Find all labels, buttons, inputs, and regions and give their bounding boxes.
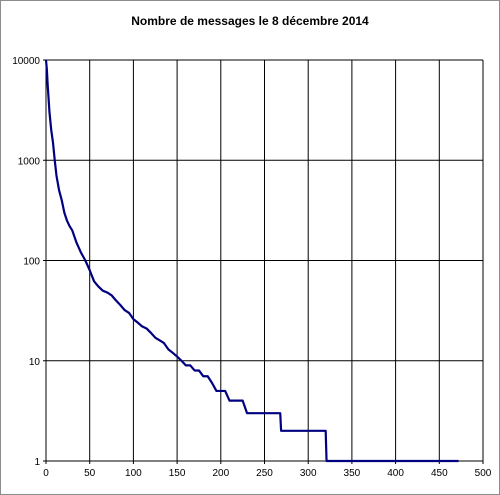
- x-tick-label: 0: [43, 468, 49, 479]
- x-tick-label: 50: [84, 468, 96, 479]
- y-tick-label: 100: [23, 257, 40, 268]
- y-tick-label: 10000: [12, 56, 40, 67]
- x-tick-label: 100: [125, 468, 142, 479]
- x-axis-ticks: 0 50 100 150 200 250 300 350 400 450 500: [43, 468, 492, 479]
- y-tick-label: 1000: [18, 156, 41, 167]
- y-axis-ticks: 1 10 100 1000 10000: [12, 56, 40, 468]
- x-tick-label: 500: [475, 468, 492, 479]
- series-line: [44, 59, 459, 463]
- y-tick-label: 10: [29, 357, 41, 368]
- chart-title: Nombre de messages le 8 décembre 2014: [131, 14, 369, 28]
- x-tick-label: 300: [300, 468, 317, 479]
- x-tick-label: 450: [431, 468, 448, 479]
- y-tick-label: 1: [34, 457, 40, 468]
- x-tick-label: 250: [256, 468, 273, 479]
- grid: [43, 59, 484, 464]
- x-tick-label: 400: [387, 468, 404, 479]
- x-tick-label: 150: [169, 468, 186, 479]
- x-tick-label: 350: [344, 468, 361, 479]
- x-tick-label: 200: [212, 468, 229, 479]
